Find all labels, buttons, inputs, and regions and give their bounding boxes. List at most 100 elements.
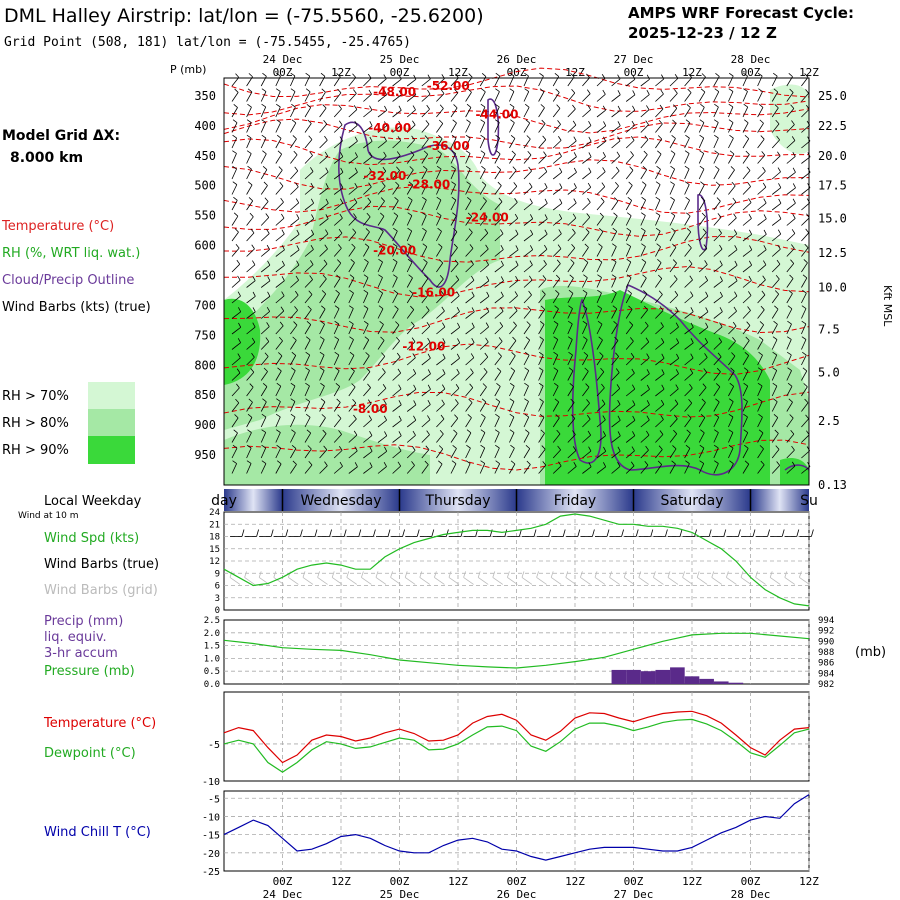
isotherm-line [223, 307, 810, 334]
wind-barb [392, 151, 401, 164]
wind-barb [786, 351, 792, 366]
wind-barb [465, 383, 474, 397]
wind-barb [465, 414, 472, 428]
wind-barb [567, 461, 577, 474]
wind-barb [479, 322, 489, 335]
isotherm-line [223, 67, 810, 98]
wind-barb [450, 228, 458, 242]
wind-barb [450, 384, 460, 397]
wind-barb-grid [769, 577, 781, 585]
bottom-hour-tick: 00Z [741, 875, 761, 888]
wind-barb [684, 88, 692, 102]
wind-barb-grid [244, 577, 255, 585]
wind-barb [669, 104, 678, 118]
wind-barb [377, 336, 385, 350]
wind-barb [494, 398, 501, 412]
wind-barb [377, 258, 383, 273]
wind-barb [698, 398, 706, 412]
wind-barb [290, 103, 296, 118]
wind-barb [377, 151, 387, 164]
wind-barbs-grid [231, 72, 811, 474]
wind-barb [494, 444, 500, 459]
wind-barb [757, 119, 764, 133]
wind-barb [333, 152, 344, 164]
wind-barb [567, 289, 574, 304]
wind-barb [479, 260, 490, 273]
wind-barb [275, 119, 281, 133]
wind-barb [421, 337, 431, 350]
wind-barb [567, 336, 573, 350]
wind-barb-grid [623, 577, 635, 585]
wind-barb [319, 382, 325, 397]
wind-barb [392, 321, 400, 335]
wind-barb-grid [653, 577, 664, 585]
wind-barb [304, 305, 312, 319]
wind-barb [465, 119, 471, 133]
wind-barb [655, 274, 663, 288]
wind-barb [509, 291, 518, 304]
wind-barb [742, 229, 753, 242]
wind-barb [509, 413, 515, 428]
wind-barb [801, 73, 809, 87]
wind-barb [231, 398, 240, 412]
wind-barb [713, 88, 720, 102]
top-hour-tick: 12Z [682, 66, 702, 79]
wind-barb [246, 444, 252, 459]
wind-barb [392, 368, 402, 381]
wind-barb [363, 105, 373, 118]
wind-barb [275, 88, 281, 102]
wind-barb [319, 229, 329, 242]
height-tick-label: 25.0 [818, 89, 847, 103]
temperature-tick-label: -5 [208, 740, 220, 751]
pressure-tick-label: 650 [194, 269, 216, 283]
wind-barb [465, 165, 471, 180]
wind-barb [567, 73, 575, 87]
wind-barb-grid [755, 577, 766, 585]
rh90-region-left [224, 298, 261, 385]
wind-barb [655, 399, 665, 412]
wind-barb [509, 352, 516, 366]
wind-barb [757, 214, 767, 226]
wind-chill-tick-label: -25 [202, 867, 220, 878]
wind-barb [421, 258, 428, 273]
wind-barb [479, 165, 486, 180]
top-hour-tick: 00Z [273, 66, 293, 79]
wind-barb [260, 306, 271, 319]
wind-barb [246, 383, 254, 397]
weekday-segment [516, 489, 634, 511]
temperature-ticks: -5 -10 [202, 740, 220, 788]
wind-barb [436, 196, 442, 211]
wind-barb [363, 320, 369, 335]
wind-barb [698, 150, 705, 164]
wind-barb [611, 227, 618, 242]
wind-barb [450, 104, 458, 118]
wind-barb [363, 243, 370, 257]
wind-barb [684, 228, 692, 242]
wind-barb [655, 259, 662, 273]
wind-barb [771, 229, 782, 242]
wind-barb [246, 322, 256, 335]
weekday-name: Thursday [424, 493, 490, 509]
wind-barb [757, 198, 767, 211]
wind-barb [363, 167, 373, 180]
wind-barb [319, 429, 327, 443]
wind-barb [260, 213, 270, 226]
wind-barb [333, 430, 342, 443]
wind-barb [450, 181, 456, 195]
wind-barb [406, 166, 414, 180]
wind-barb [377, 243, 384, 257]
wind-speed-label: Wind Spd (kts) [44, 531, 139, 546]
wind-barb [669, 150, 676, 164]
wind-barb [523, 429, 530, 443]
wind-barb [246, 165, 252, 180]
top-hour-tick: 00Z [390, 66, 410, 79]
wind-barb [757, 445, 764, 459]
wind-barb [260, 134, 267, 149]
wind-barb [786, 414, 794, 428]
wind-barb [669, 243, 677, 257]
wind-barb [304, 336, 311, 350]
wind-barb [363, 462, 373, 474]
wind-barb [494, 197, 503, 211]
